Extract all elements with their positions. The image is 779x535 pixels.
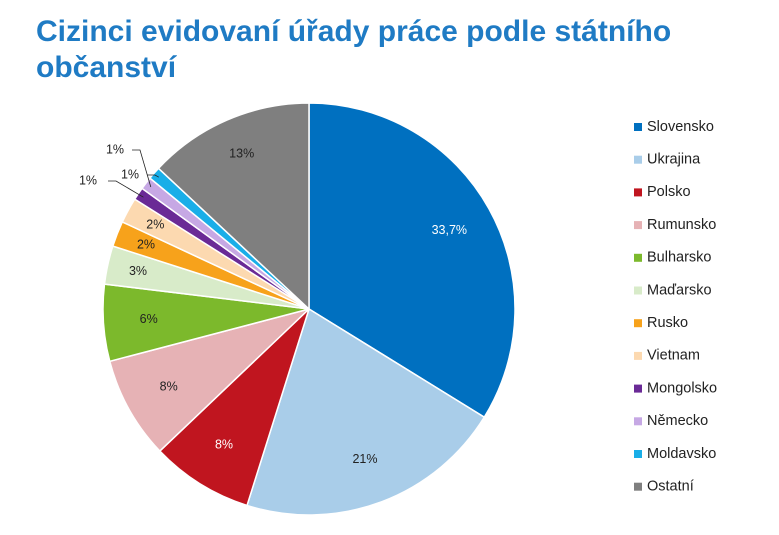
legend-swatch-ostatni [634, 482, 642, 491]
legend-swatch-rumunsko [634, 221, 642, 230]
legend-swatch-polsko [634, 188, 642, 197]
slice-ostatni [157, 102, 310, 311]
legend-label-rusko: Rusko [647, 315, 688, 331]
legend-label-moldavsko: Moldavsko [647, 446, 716, 462]
legend-swatch-moldavsko [634, 450, 642, 458]
legend-swatch-bulharsko [634, 253, 642, 262]
legend-swatch-madarsko [634, 286, 642, 295]
legend-label-ukrajina: Ukrajina [647, 152, 701, 168]
data-label-moldavsko: 1% [121, 167, 139, 181]
legend-label-ostatni: Ostatní [647, 479, 694, 495]
data-label-bulharsko: 6% [140, 312, 158, 326]
slice-polsko [158, 308, 310, 507]
legend-label-madarsko: Maďarsko [647, 282, 712, 298]
legend-label-mongolsko: Mongolsko [647, 380, 717, 396]
slice-slovensko [308, 102, 516, 419]
data-label-madarsko: 3% [129, 264, 147, 278]
data-label-mongolsko: 1% [79, 173, 97, 187]
data-label-vietnam: 2% [146, 217, 164, 231]
data-label-ostatni: 13% [229, 146, 254, 160]
leader-line-mongolsko [108, 180, 144, 198]
data-labels: 33,7% 21% 8% 8% 6% 3% 2% 2% 1% 1% 1% 13% [79, 142, 467, 466]
leader-line-moldavsko [147, 174, 160, 178]
legend-swatch-ukrajina [634, 155, 642, 164]
legend-swatch-mongolsko [634, 384, 642, 393]
data-label-slovensko: 33,7% [432, 223, 467, 237]
legend-swatch-rusko [634, 319, 642, 328]
legend: Slovensko Ukrajina Polsko Rumunsko Bulharsko… [634, 119, 717, 495]
legend-label-rumunsko: Rumunsko [647, 217, 716, 233]
data-label-nemecko: 1% [106, 142, 124, 156]
leader-lines [108, 149, 160, 198]
legend-swatch-nemecko [634, 417, 642, 426]
legend-label-vietnam: Vietnam [647, 348, 700, 364]
pie-slices [102, 102, 516, 516]
data-label-rusko: 2% [137, 237, 155, 251]
slice-ukrajina [246, 307, 486, 516]
data-label-polsko: 8% [215, 438, 233, 452]
slice-rumunsko [108, 308, 310, 453]
legend-swatch-slovensko [634, 123, 642, 131]
data-label-rumunsko: 8% [160, 380, 178, 394]
legend-swatch-vietnam [634, 351, 642, 360]
legend-label-nemecko: Německo [647, 413, 708, 429]
chart-title: Cizinci evidovaní úřady práce podle stát… [36, 15, 672, 84]
legend-label-bulharsko: Bulharsko [647, 250, 711, 266]
legend-label-slovensko: Slovensko [647, 119, 714, 135]
legend-label-polsko: Polsko [647, 184, 691, 200]
data-label-ukrajina: 21% [352, 452, 377, 466]
